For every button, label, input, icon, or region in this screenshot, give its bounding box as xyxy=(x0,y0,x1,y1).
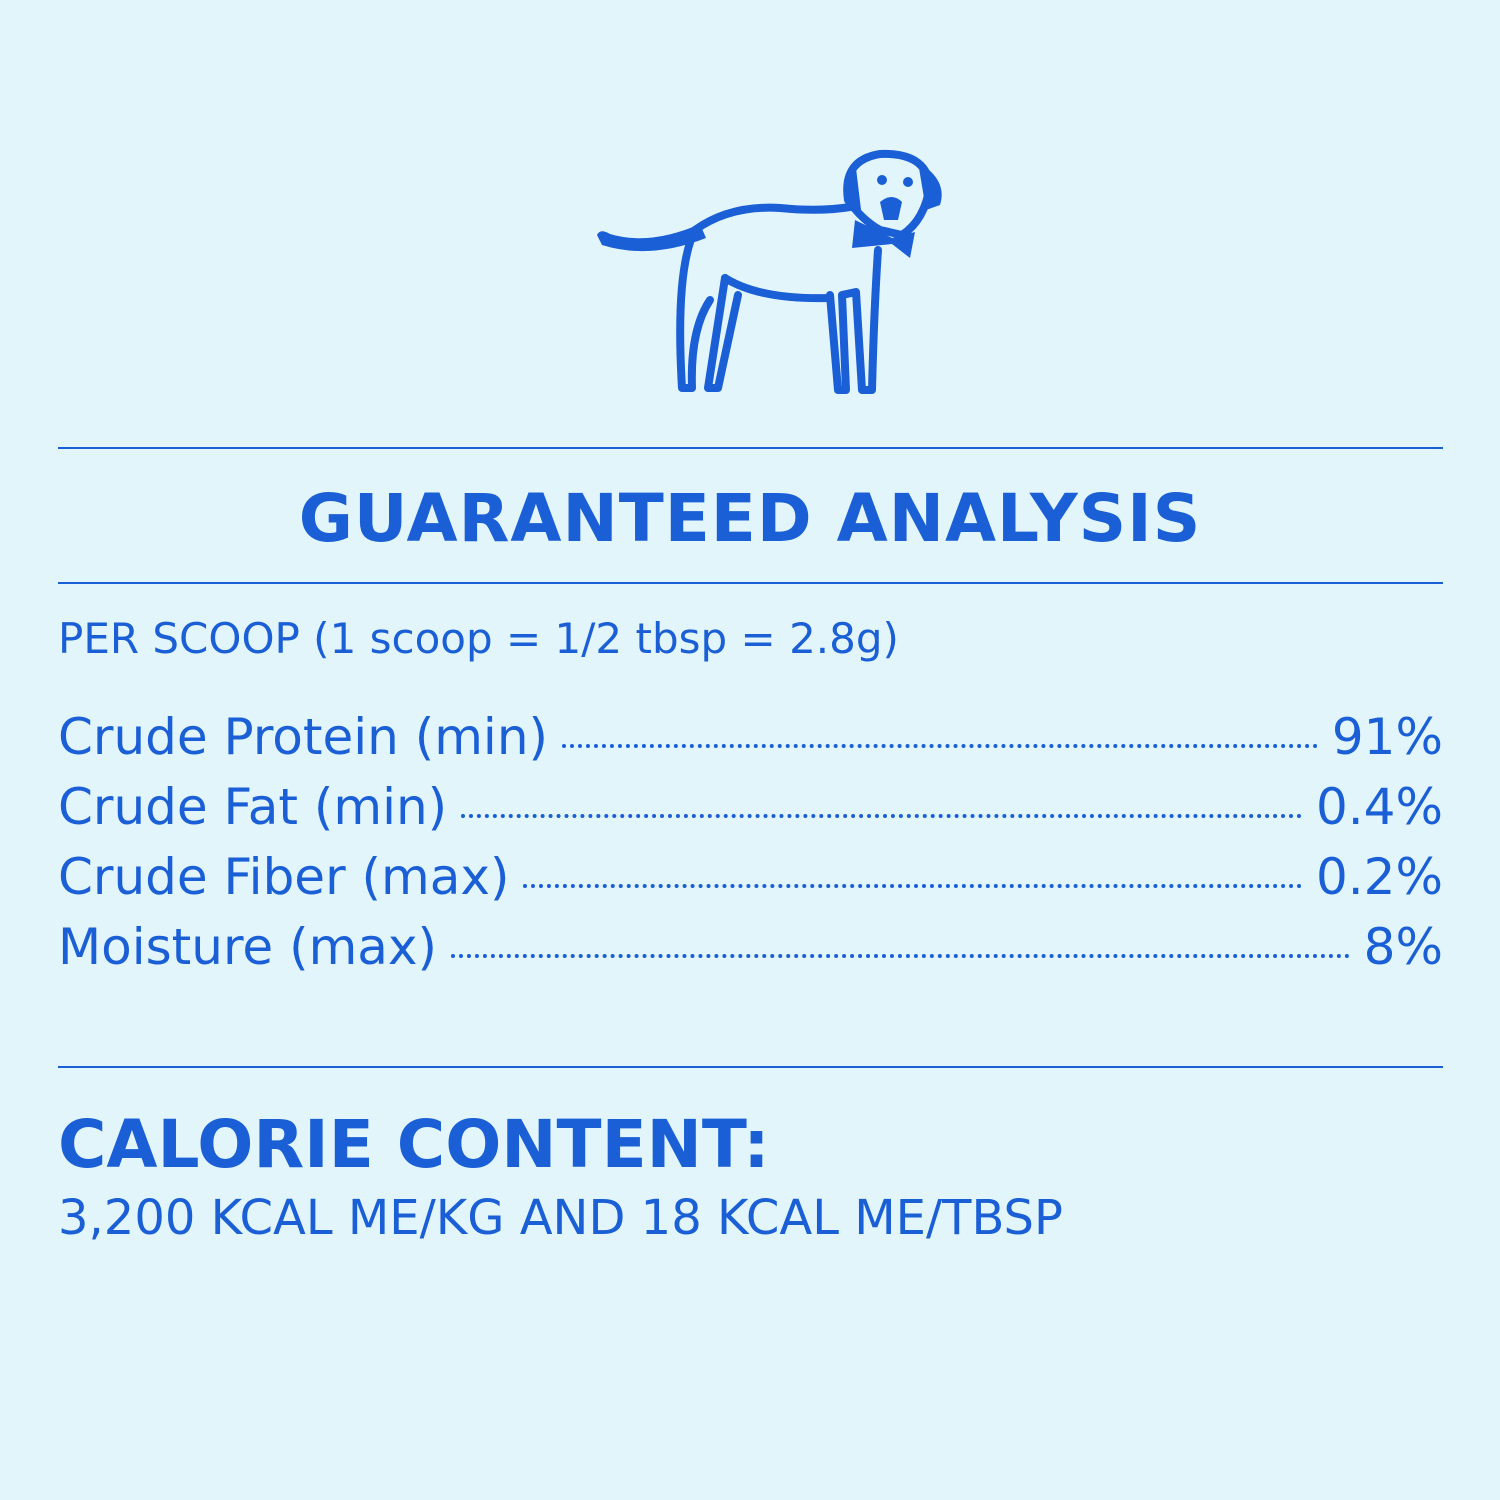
nutrient-label: Crude Protein (min) xyxy=(58,708,549,766)
divider-title xyxy=(58,582,1443,584)
analysis-row: Crude Fat (min) 0.4% xyxy=(58,778,1443,848)
analysis-row: Moisture (max) 8% xyxy=(58,918,1443,988)
dot-leader xyxy=(461,814,1302,818)
analysis-list: Crude Protein (min) 91% Crude Fat (min) 0.… xyxy=(58,708,1443,988)
calorie-heading: CALORIE CONTENT: xyxy=(58,1106,770,1183)
nutrient-label: Crude Fiber (max) xyxy=(58,848,510,906)
nutrient-value: 0.2% xyxy=(1315,848,1443,906)
nutrient-value: 91% xyxy=(1331,708,1443,766)
section-title: GUARANTEED ANALYSIS xyxy=(298,480,1202,557)
nutrient-value: 0.4% xyxy=(1315,778,1443,836)
analysis-row: Crude Protein (min) 91% xyxy=(58,708,1443,778)
nutrient-label: Moisture (max) xyxy=(58,918,438,976)
serving-size: PER SCOOP (1 scoop = 1/2 tbsp = 2.8g) xyxy=(58,614,899,663)
dot-leader xyxy=(451,954,1350,958)
divider-bottom xyxy=(58,1066,1443,1068)
divider-top xyxy=(58,447,1443,449)
dot-leader xyxy=(523,884,1302,888)
nutrient-value: 8% xyxy=(1363,918,1443,976)
dot-leader xyxy=(562,744,1318,748)
dog-with-bow-tie-icon xyxy=(597,149,942,394)
calorie-text: 3,200 KCAL ME/KG AND 18 KCAL ME/TBSP xyxy=(58,1190,1063,1246)
analysis-row: Crude Fiber (max) 0.2% xyxy=(58,848,1443,918)
nutrient-label: Crude Fat (min) xyxy=(58,778,448,836)
